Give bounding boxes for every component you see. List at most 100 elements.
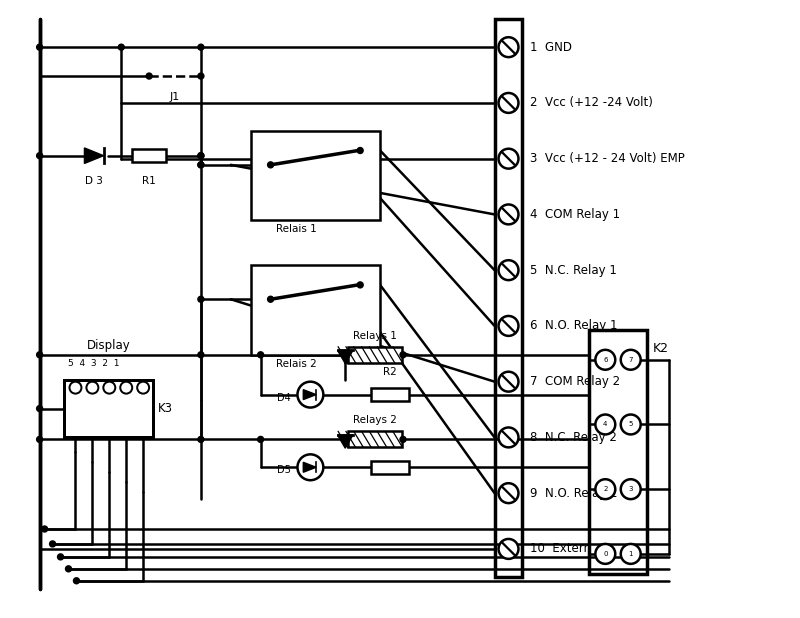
- Text: 1  GND: 1 GND: [530, 41, 573, 54]
- Circle shape: [37, 352, 42, 358]
- Circle shape: [498, 93, 518, 113]
- Text: 6: 6: [603, 357, 607, 363]
- Circle shape: [86, 382, 98, 394]
- Text: 10  Extern: 10 Extern: [530, 543, 591, 556]
- Circle shape: [198, 162, 204, 168]
- Text: D4: D4: [277, 392, 290, 402]
- Circle shape: [267, 296, 274, 302]
- Circle shape: [357, 148, 363, 153]
- Bar: [132, 149, 166, 162]
- Circle shape: [621, 350, 641, 370]
- Circle shape: [498, 260, 518, 280]
- Circle shape: [498, 483, 518, 503]
- Text: D2: D2: [359, 438, 373, 447]
- Circle shape: [595, 479, 615, 499]
- Bar: [250, 131, 380, 221]
- Text: Relais 1: Relais 1: [275, 224, 316, 234]
- Text: 3: 3: [629, 486, 633, 492]
- Circle shape: [595, 350, 615, 370]
- Text: J1: J1: [170, 92, 180, 102]
- Text: 4  COM Relay 1: 4 COM Relay 1: [530, 208, 621, 221]
- Circle shape: [58, 554, 63, 560]
- Circle shape: [198, 73, 204, 79]
- Circle shape: [498, 149, 518, 169]
- Text: K3: K3: [158, 402, 173, 415]
- Text: D1: D1: [359, 353, 373, 363]
- Text: Display: Display: [86, 339, 130, 352]
- Polygon shape: [303, 389, 316, 400]
- Bar: [348, 431, 402, 447]
- Text: R2: R2: [383, 366, 397, 377]
- Bar: [589, 330, 647, 574]
- Text: Relays 1: Relays 1: [353, 331, 397, 341]
- Circle shape: [42, 526, 47, 532]
- Circle shape: [498, 316, 518, 336]
- Circle shape: [498, 371, 518, 392]
- Text: 3  Vcc (+12 - 24 Volt) EMP: 3 Vcc (+12 - 24 Volt) EMP: [530, 152, 685, 165]
- Circle shape: [198, 296, 204, 302]
- Text: 2  Vcc (+12 -24 Volt): 2 Vcc (+12 -24 Volt): [530, 96, 654, 109]
- Circle shape: [595, 544, 615, 564]
- Text: 1: 1: [629, 551, 633, 557]
- Text: 5: 5: [629, 421, 633, 428]
- Text: 7  COM Relay 2: 7 COM Relay 2: [530, 375, 621, 388]
- Circle shape: [621, 415, 641, 434]
- Circle shape: [621, 544, 641, 564]
- Circle shape: [258, 352, 264, 358]
- Circle shape: [621, 479, 641, 499]
- Circle shape: [498, 37, 518, 57]
- Text: K2: K2: [653, 342, 669, 355]
- Circle shape: [198, 436, 204, 442]
- Text: 5  4  3  2  1: 5 4 3 2 1: [67, 358, 119, 368]
- Text: 6  N.O. Relay 1: 6 N.O. Relay 1: [530, 320, 618, 332]
- Circle shape: [298, 382, 323, 407]
- Text: 9  N.O. Relay 2: 9 N.O. Relay 2: [530, 486, 618, 500]
- Circle shape: [120, 382, 132, 394]
- Text: D5: D5: [277, 465, 290, 475]
- Circle shape: [498, 428, 518, 447]
- Polygon shape: [338, 435, 353, 448]
- Text: 5  N.C. Relay 1: 5 N.C. Relay 1: [530, 264, 618, 277]
- Circle shape: [267, 162, 274, 168]
- Circle shape: [137, 382, 149, 394]
- Bar: [348, 347, 402, 363]
- Bar: [371, 461, 409, 474]
- Polygon shape: [85, 148, 103, 163]
- Circle shape: [37, 44, 42, 50]
- Text: 2: 2: [603, 486, 607, 492]
- Bar: [63, 379, 153, 438]
- Circle shape: [37, 436, 42, 442]
- Circle shape: [400, 352, 406, 358]
- Circle shape: [70, 382, 82, 394]
- Circle shape: [37, 153, 42, 159]
- Text: 7: 7: [629, 357, 633, 363]
- Circle shape: [498, 539, 518, 559]
- Circle shape: [400, 436, 406, 442]
- Circle shape: [198, 162, 204, 168]
- Circle shape: [74, 578, 79, 584]
- Polygon shape: [338, 350, 353, 363]
- Circle shape: [357, 282, 363, 288]
- Circle shape: [103, 382, 115, 394]
- Bar: [250, 265, 380, 355]
- Text: 0: 0: [603, 551, 607, 557]
- Circle shape: [595, 415, 615, 434]
- Text: D 3: D 3: [86, 176, 103, 185]
- Circle shape: [66, 566, 71, 572]
- Text: Relays 2: Relays 2: [353, 415, 397, 425]
- Circle shape: [258, 436, 264, 442]
- Circle shape: [37, 405, 42, 412]
- Circle shape: [50, 541, 55, 547]
- Text: 8  N.C. Relay 2: 8 N.C. Relay 2: [530, 431, 618, 444]
- Text: Relais 2: Relais 2: [275, 359, 316, 369]
- Text: 4: 4: [603, 421, 607, 428]
- Circle shape: [498, 205, 518, 224]
- Text: R3: R3: [383, 439, 397, 449]
- Bar: [494, 19, 522, 577]
- Circle shape: [198, 44, 204, 50]
- Circle shape: [118, 44, 124, 50]
- Bar: [371, 388, 409, 401]
- Circle shape: [298, 454, 323, 480]
- Text: R1: R1: [142, 176, 156, 185]
- Circle shape: [198, 352, 204, 358]
